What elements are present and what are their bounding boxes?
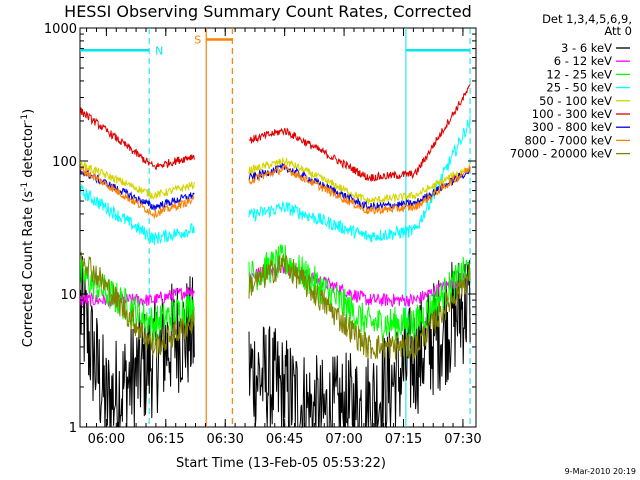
series-line-9 [248, 253, 471, 361]
y-tick-label: 1 [69, 421, 77, 436]
legend-label: 3 - 6 keV [561, 41, 612, 55]
x-tick-label: 06:30 [206, 432, 243, 447]
night-label: N [155, 44, 163, 57]
plot-frame [79, 27, 477, 428]
x-tick-label: 06:45 [266, 432, 303, 447]
legend-label: 300 - 800 keV [532, 120, 612, 134]
series-line-4 [248, 114, 471, 243]
series-line-1 [248, 260, 471, 429]
plot-area: N S 06:00 06:15 06:30 06:45 07:00 07:15 07:30 1 1… [44, 22, 482, 447]
series-line-6 [248, 84, 471, 183]
y-tick-label: 1000 [44, 22, 77, 37]
y-tick-label: 10 [60, 288, 77, 303]
series-layer [80, 84, 471, 429]
legend-label: 50 - 100 keV [539, 94, 612, 108]
legend-label: 12 - 25 keV [546, 67, 612, 81]
legend-label: 800 - 7000 keV [524, 133, 612, 147]
saa-label: S [194, 33, 201, 46]
legend-label: 6 - 12 keV [554, 54, 612, 68]
x-tick-label: 06:00 [88, 432, 125, 447]
axis-ticks: 06:00 06:15 06:30 06:45 07:00 07:15 07:30 1 10 10… [44, 22, 482, 447]
x-tick-label: 06:15 [147, 432, 184, 447]
series-line-9 [80, 251, 195, 358]
x-axis-label: Start Time (13-Feb-05 05:53:22) [176, 456, 386, 471]
chart-title: HESSI Observing Summary Count Rates, Cor… [64, 2, 472, 21]
legend-header-attenuator: Att 0 [604, 24, 632, 38]
series-line-5 [80, 161, 195, 200]
legend-header-detectors: Det 1,3,4,5,6,9, [542, 12, 632, 26]
series-line-8 [80, 166, 195, 220]
x-tick-label: 07:15 [385, 432, 422, 447]
plot-timestamp: 9-Mar-2010 20:19 [565, 467, 636, 476]
series-line-5 [248, 157, 471, 205]
y-tick-label: 100 [52, 155, 77, 170]
series-line-8 [248, 163, 471, 215]
legend-label: 25 - 50 keV [546, 81, 612, 95]
legend-label: 7000 - 20000 keV [510, 147, 612, 161]
y-axis-label: Corrected Count Rate (s-1 detector-1) [20, 109, 36, 347]
series-line-4 [80, 183, 195, 246]
legend-label: 100 - 300 keV [532, 107, 612, 121]
series-line-6 [80, 107, 195, 171]
series-line-1 [80, 256, 195, 428]
x-tick-label: 07:30 [444, 432, 481, 447]
x-tick-label: 07:00 [325, 432, 362, 447]
